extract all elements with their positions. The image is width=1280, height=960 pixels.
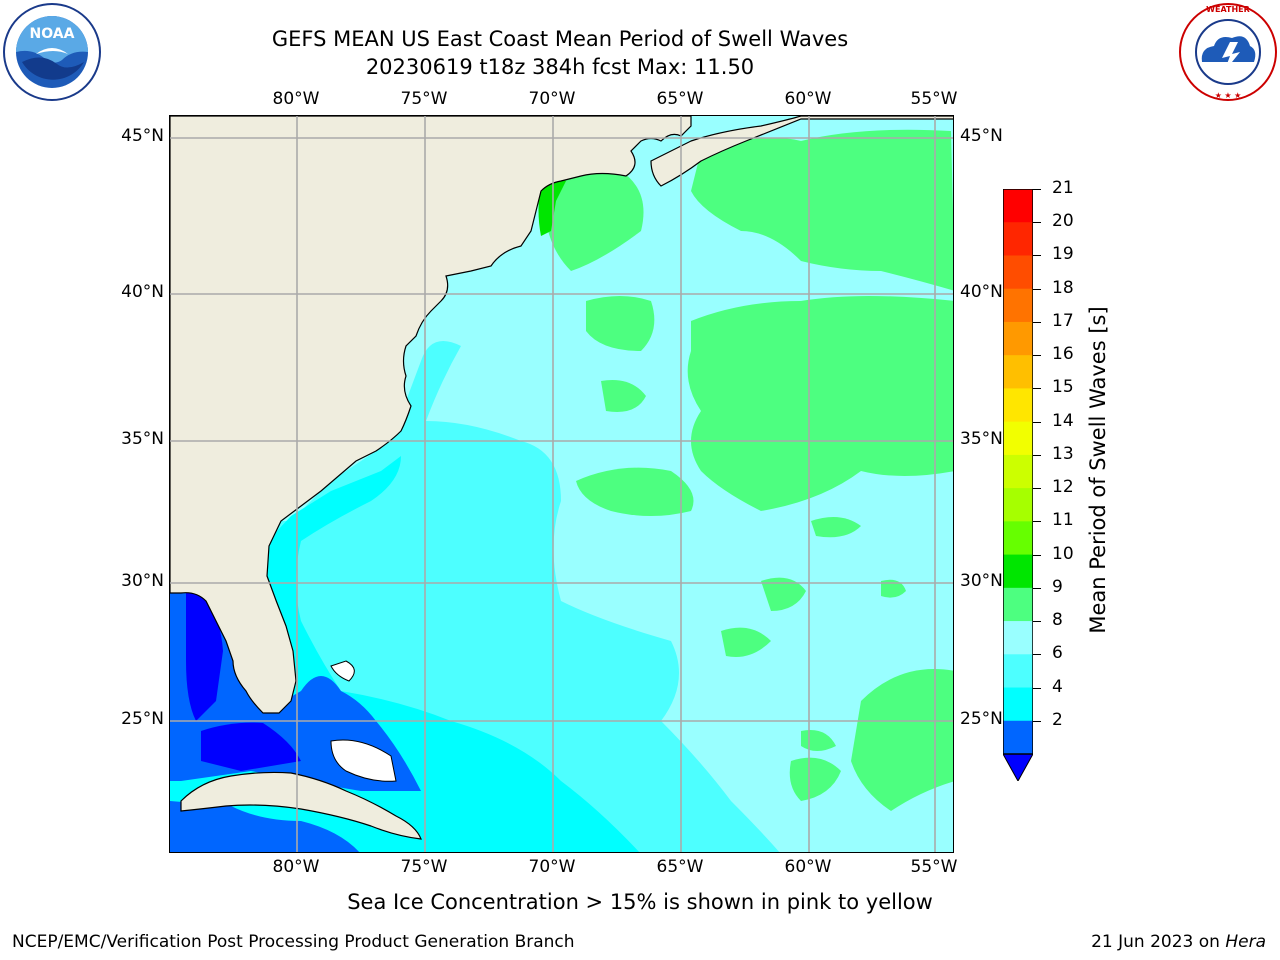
colorbar-tick-mark — [1033, 255, 1041, 257]
colorbar-tick-mark — [1033, 355, 1041, 357]
lat-label-right: 45°N — [960, 126, 1003, 146]
map-panel — [169, 115, 954, 853]
colorbar-segment — [1003, 321, 1033, 356]
lat-label-right: 40°N — [960, 282, 1003, 302]
sea-ice-note: Sea Ice Concentration > 15% is shown in … — [347, 890, 933, 914]
colorbar-tick-label: 21 — [1052, 178, 1074, 198]
lon-label-bottom: 60°W — [784, 857, 832, 877]
colorbar-tick-mark — [1033, 554, 1041, 556]
lon-label-top: 65°W — [656, 89, 704, 109]
nws-logo-icon: WEATHER ★ ★ ★ — [1179, 3, 1277, 101]
colorbar-segment — [1003, 421, 1033, 456]
colorbar-tick-mark — [1033, 222, 1041, 224]
colorbar-segment — [1003, 288, 1033, 323]
colorbar-tick-label: 19 — [1052, 244, 1074, 265]
colorbar-segment — [1003, 587, 1033, 622]
lat-label-left: 30°N — [121, 571, 164, 591]
colorbar-tick-label: 11 — [1052, 510, 1074, 531]
colorbar-tick-mark — [1033, 587, 1041, 589]
colorbar-tick-label: 2 — [1052, 709, 1063, 730]
colorbar-tick-label: 20 — [1052, 211, 1074, 232]
colorbar-segment — [1003, 488, 1033, 522]
noaa-logo-text: NOAA — [30, 26, 75, 42]
swell-period-map — [170, 116, 953, 852]
svg-text:WEATHER: WEATHER — [1206, 5, 1250, 14]
colorbar-tick-mark — [1033, 621, 1041, 623]
colorbar-tick-label: 9 — [1052, 576, 1063, 597]
colorbar-tick-label: 13 — [1052, 443, 1074, 464]
land-cuba — [180, 771, 422, 840]
lon-label-top: 60°W — [784, 89, 832, 109]
colorbar-tick-label: 4 — [1052, 676, 1063, 697]
colorbar-segment — [1003, 454, 1033, 489]
colorbar-tick-mark — [1033, 388, 1041, 390]
colorbar-tick-mark — [1033, 488, 1041, 490]
chart-title: GEFS MEAN US East Coast Mean Period of S… — [271, 27, 849, 51]
period-below-2-region — [186, 591, 223, 721]
lat-label-left: 35°N — [121, 429, 164, 449]
lon-label-bottom: 80°W — [272, 857, 320, 877]
footer-credit: NCEP/EMC/Verification Post Processing Pr… — [12, 932, 575, 952]
footer-machine: Hera — [1225, 932, 1266, 952]
lat-label-left: 45°N — [121, 126, 164, 146]
lon-label-bottom: 75°W — [400, 857, 448, 877]
colorbar-tick-mark — [1033, 654, 1041, 656]
forecast-subtitle: 20230619 t18z 384h fcst Max: 11.50 — [365, 55, 755, 79]
colorbar-tick-mark — [1033, 720, 1041, 722]
colorbar-segment — [1003, 654, 1033, 689]
land-north-america — [170, 116, 692, 714]
lat-label-right: 25°N — [960, 709, 1003, 729]
colorbar-segment — [1003, 687, 1033, 722]
colorbar-tick-label: 10 — [1052, 543, 1074, 564]
colorbar-tick-label: 18 — [1052, 277, 1074, 298]
colorbar-tick-mark — [1033, 521, 1041, 523]
colorbar-extend-arrow — [1003, 753, 1033, 781]
colorbar-tick-mark — [1033, 321, 1041, 323]
colorbar-tick-mark — [1033, 288, 1041, 290]
colorbar-tick-label: 15 — [1052, 377, 1074, 398]
colorbar-label: Mean Period of Swell Waves [s] — [1086, 306, 1110, 634]
period-9-10-regions — [546, 129, 953, 811]
footer-date-text: 21 Jun 2023 on — [1091, 932, 1226, 952]
colorbar-segment — [1003, 720, 1033, 755]
colorbar-segment — [1003, 222, 1033, 256]
colorbar-segment — [1003, 554, 1033, 589]
period-below-2-region — [201, 722, 301, 771]
colorbar-segment — [1003, 189, 1033, 223]
land-bahamas — [330, 660, 397, 782]
colorbar-segment — [1003, 521, 1033, 556]
lat-label-left: 40°N — [121, 282, 164, 302]
colorbar-tick-mark — [1033, 454, 1041, 456]
lon-label-top: 70°W — [528, 89, 576, 109]
lat-label-left: 25°N — [121, 709, 164, 729]
lon-label-top: 75°W — [400, 89, 448, 109]
colorbar-tick-label: 12 — [1052, 477, 1074, 498]
colorbar-segment — [1003, 621, 1033, 655]
colorbar — [1003, 189, 1033, 781]
colorbar-tick-label: 8 — [1052, 610, 1063, 631]
period-2-4-region — [170, 801, 360, 852]
lon-label-top: 80°W — [272, 89, 320, 109]
lon-label-bottom: 55°W — [910, 857, 958, 877]
colorbar-tick-mark — [1033, 189, 1041, 190]
colorbar-tick-label: 6 — [1052, 643, 1063, 664]
lat-label-right: 35°N — [960, 429, 1003, 449]
lon-label-bottom: 70°W — [528, 857, 576, 877]
colorbar-tick-label: 16 — [1052, 344, 1074, 365]
colorbar-tick-label: 14 — [1052, 410, 1074, 431]
colorbar-tick-mark — [1033, 687, 1041, 689]
colorbar-tick-label: 17 — [1052, 310, 1074, 331]
svg-text:★ ★ ★: ★ ★ ★ — [1215, 91, 1242, 100]
noaa-logo-icon: NOAA — [3, 3, 101, 101]
colorbar-segment — [1003, 255, 1033, 290]
footer-date: 21 Jun 2023 on Hera — [1091, 932, 1266, 952]
colorbar-tick-mark — [1033, 421, 1041, 423]
colorbar-segment — [1003, 355, 1033, 389]
lat-label-right: 30°N — [960, 571, 1003, 591]
map-gridlines — [170, 116, 953, 852]
lon-label-top: 55°W — [910, 89, 958, 109]
lon-label-bottom: 65°W — [656, 857, 704, 877]
colorbar-segment — [1003, 388, 1033, 423]
